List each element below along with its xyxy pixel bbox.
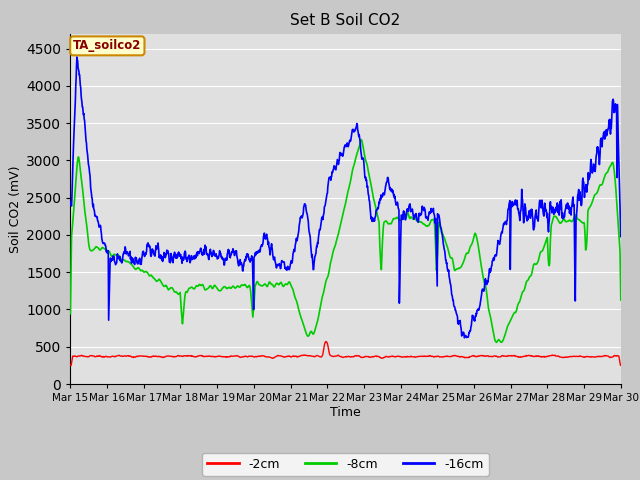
Text: TA_soilco2: TA_soilco2 (73, 39, 141, 52)
X-axis label: Time: Time (330, 406, 361, 419)
Y-axis label: Soil CO2 (mV): Soil CO2 (mV) (9, 165, 22, 252)
Legend: -2cm, -8cm, -16cm: -2cm, -8cm, -16cm (202, 453, 489, 476)
Title: Set B Soil CO2: Set B Soil CO2 (291, 13, 401, 28)
